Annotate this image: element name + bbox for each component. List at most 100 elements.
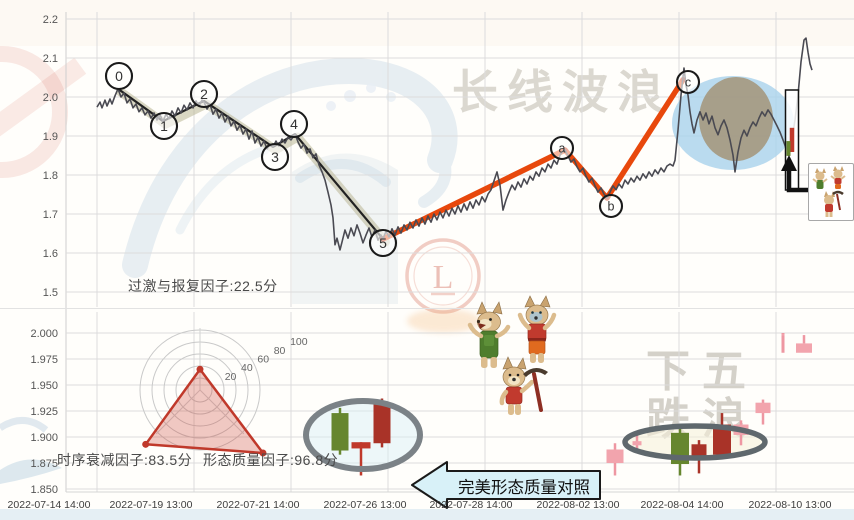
y-tick-label: 1.950 (30, 380, 58, 392)
y-tick-label: 1.6 (43, 248, 58, 260)
impulse-line (117, 87, 384, 240)
wave-circle (189, 79, 219, 109)
radar-vertex-dot (142, 440, 150, 448)
x-tick-label: 2022-08-10 13:00 (748, 499, 832, 511)
wave-circle (260, 142, 290, 172)
wave-label: 0 (115, 68, 123, 84)
mini-candle (786, 141, 791, 156)
radar-vertex-dot (196, 365, 204, 373)
bottom-chart-layer: 20 40 60 80 100 (139, 328, 812, 476)
candle-body (713, 424, 731, 455)
wave-circle (279, 109, 309, 139)
x-axis: 2022-07-14 14:00 2022-07-19 13:00 2022-07-… (0, 499, 854, 515)
candle-body (331, 413, 349, 451)
pointer-arrowhead (781, 155, 797, 171)
corner-waves (0, 417, 854, 520)
wave-label: 5 (379, 235, 387, 251)
radar-ring-label: 60 (257, 354, 269, 366)
wave-label: c (685, 76, 691, 90)
radar-vertex-dot (259, 449, 267, 457)
watermark-top: 长线波浪 (452, 66, 672, 118)
x-tick-label: 2022-07-26 13:00 (323, 499, 407, 511)
x-tick-label: 2022-08-02 13:00 (536, 499, 620, 511)
wave-circle (598, 193, 624, 219)
wave-circle (104, 61, 134, 91)
top-chart-layer: 0 1 2 3 4 5 a b c (96, 37, 813, 258)
radar-ring-label: 80 (274, 345, 286, 357)
wave-label: b (608, 200, 615, 214)
overreaction-factor-label: 过激与报复因子:22.5分 (128, 278, 278, 294)
dog-mascot-pickaxe (499, 356, 548, 415)
banner-arrow (411, 461, 601, 509)
wave-label: 4 (290, 116, 298, 132)
mascot-thumbnail (812, 166, 846, 217)
decay-factor-label: 时序衰减因子:83.5分 (57, 452, 193, 468)
y-tick-label: 2.2 (43, 14, 58, 26)
wave-circle (368, 228, 398, 258)
candle-body (755, 402, 771, 414)
radar-ring-label: 40 (241, 362, 253, 374)
wave-label: 1 (160, 118, 168, 134)
y-tick-label: 1.875 (30, 458, 58, 470)
sky-tint (0, 0, 854, 46)
radar-spoke (199, 389, 245, 435)
y-tick-label: 2.000 (30, 328, 58, 340)
wave-circle (675, 69, 701, 95)
candle-body (632, 441, 642, 446)
pointer-arrow (786, 170, 812, 193)
x-tick-label: 2022-07-14 14:00 (7, 499, 91, 511)
price-line (96, 37, 813, 251)
candle-body (691, 444, 707, 456)
candle-body (781, 334, 785, 336)
cluster-ellipse (622, 423, 768, 461)
banner-label: 完美形态质量对照 (458, 479, 590, 497)
highlight-inner-circle (699, 77, 773, 161)
radar-polygon (144, 368, 265, 455)
watermark-bottom-line1: 下五 (646, 347, 758, 396)
y-tick-label: 1.900 (30, 432, 58, 444)
candle-body (796, 343, 812, 353)
mascot-thumbnail-box (808, 163, 854, 221)
y-tick-label: 1.850 (30, 484, 58, 496)
wave-label: 2 (200, 86, 208, 102)
quality-factor-label: 形态质量因子:96.8分 (203, 452, 339, 468)
candle-body (351, 442, 371, 449)
wave-water-blob (292, 153, 398, 304)
y-tick-label: 2.0 (43, 92, 58, 104)
pickaxe-head (523, 367, 548, 377)
great-wave-crest (122, 58, 458, 278)
wave-circle (149, 111, 179, 141)
stamp-glow (407, 309, 481, 333)
wave-circle (549, 135, 575, 161)
stamp-letter: L (433, 259, 454, 296)
radar-spoke (155, 389, 201, 435)
candle-body (373, 402, 391, 444)
mini-candle (789, 127, 795, 152)
watermark-stamp: L (405, 238, 481, 333)
red-seal-logo (0, 46, 87, 178)
y-tick-label: 1.8 (43, 170, 58, 182)
dog-mascot-red (517, 295, 557, 363)
y-tick-label: 1.9 (43, 131, 58, 143)
x-tick-label: 2022-08-04 14:00 (640, 499, 724, 511)
wave-label: 3 (271, 149, 279, 165)
radar-ring-label: 100 (290, 336, 308, 348)
x-tick-label: 2022-07-28 14:00 (429, 499, 513, 511)
y-tick-label: 1.925 (30, 406, 58, 418)
y-tick-label: 1.7 (43, 209, 58, 221)
y-tick-label: 2.1 (43, 53, 58, 65)
x-tick-label: 2022-07-19 13:00 (109, 499, 193, 511)
dog-mascot-green (467, 301, 511, 368)
correction-line (380, 77, 686, 242)
pickaxe-handle (532, 372, 543, 412)
x-tick-label: 2022-07-21 14:00 (216, 499, 300, 511)
y-tick-label: 1.975 (30, 354, 58, 366)
radar-ring-label: 20 (225, 371, 237, 383)
example-ellipse (303, 398, 423, 472)
wave-label: a (559, 142, 566, 156)
candle-body (606, 449, 624, 463)
y-tick-label: 1.5 (43, 287, 58, 299)
